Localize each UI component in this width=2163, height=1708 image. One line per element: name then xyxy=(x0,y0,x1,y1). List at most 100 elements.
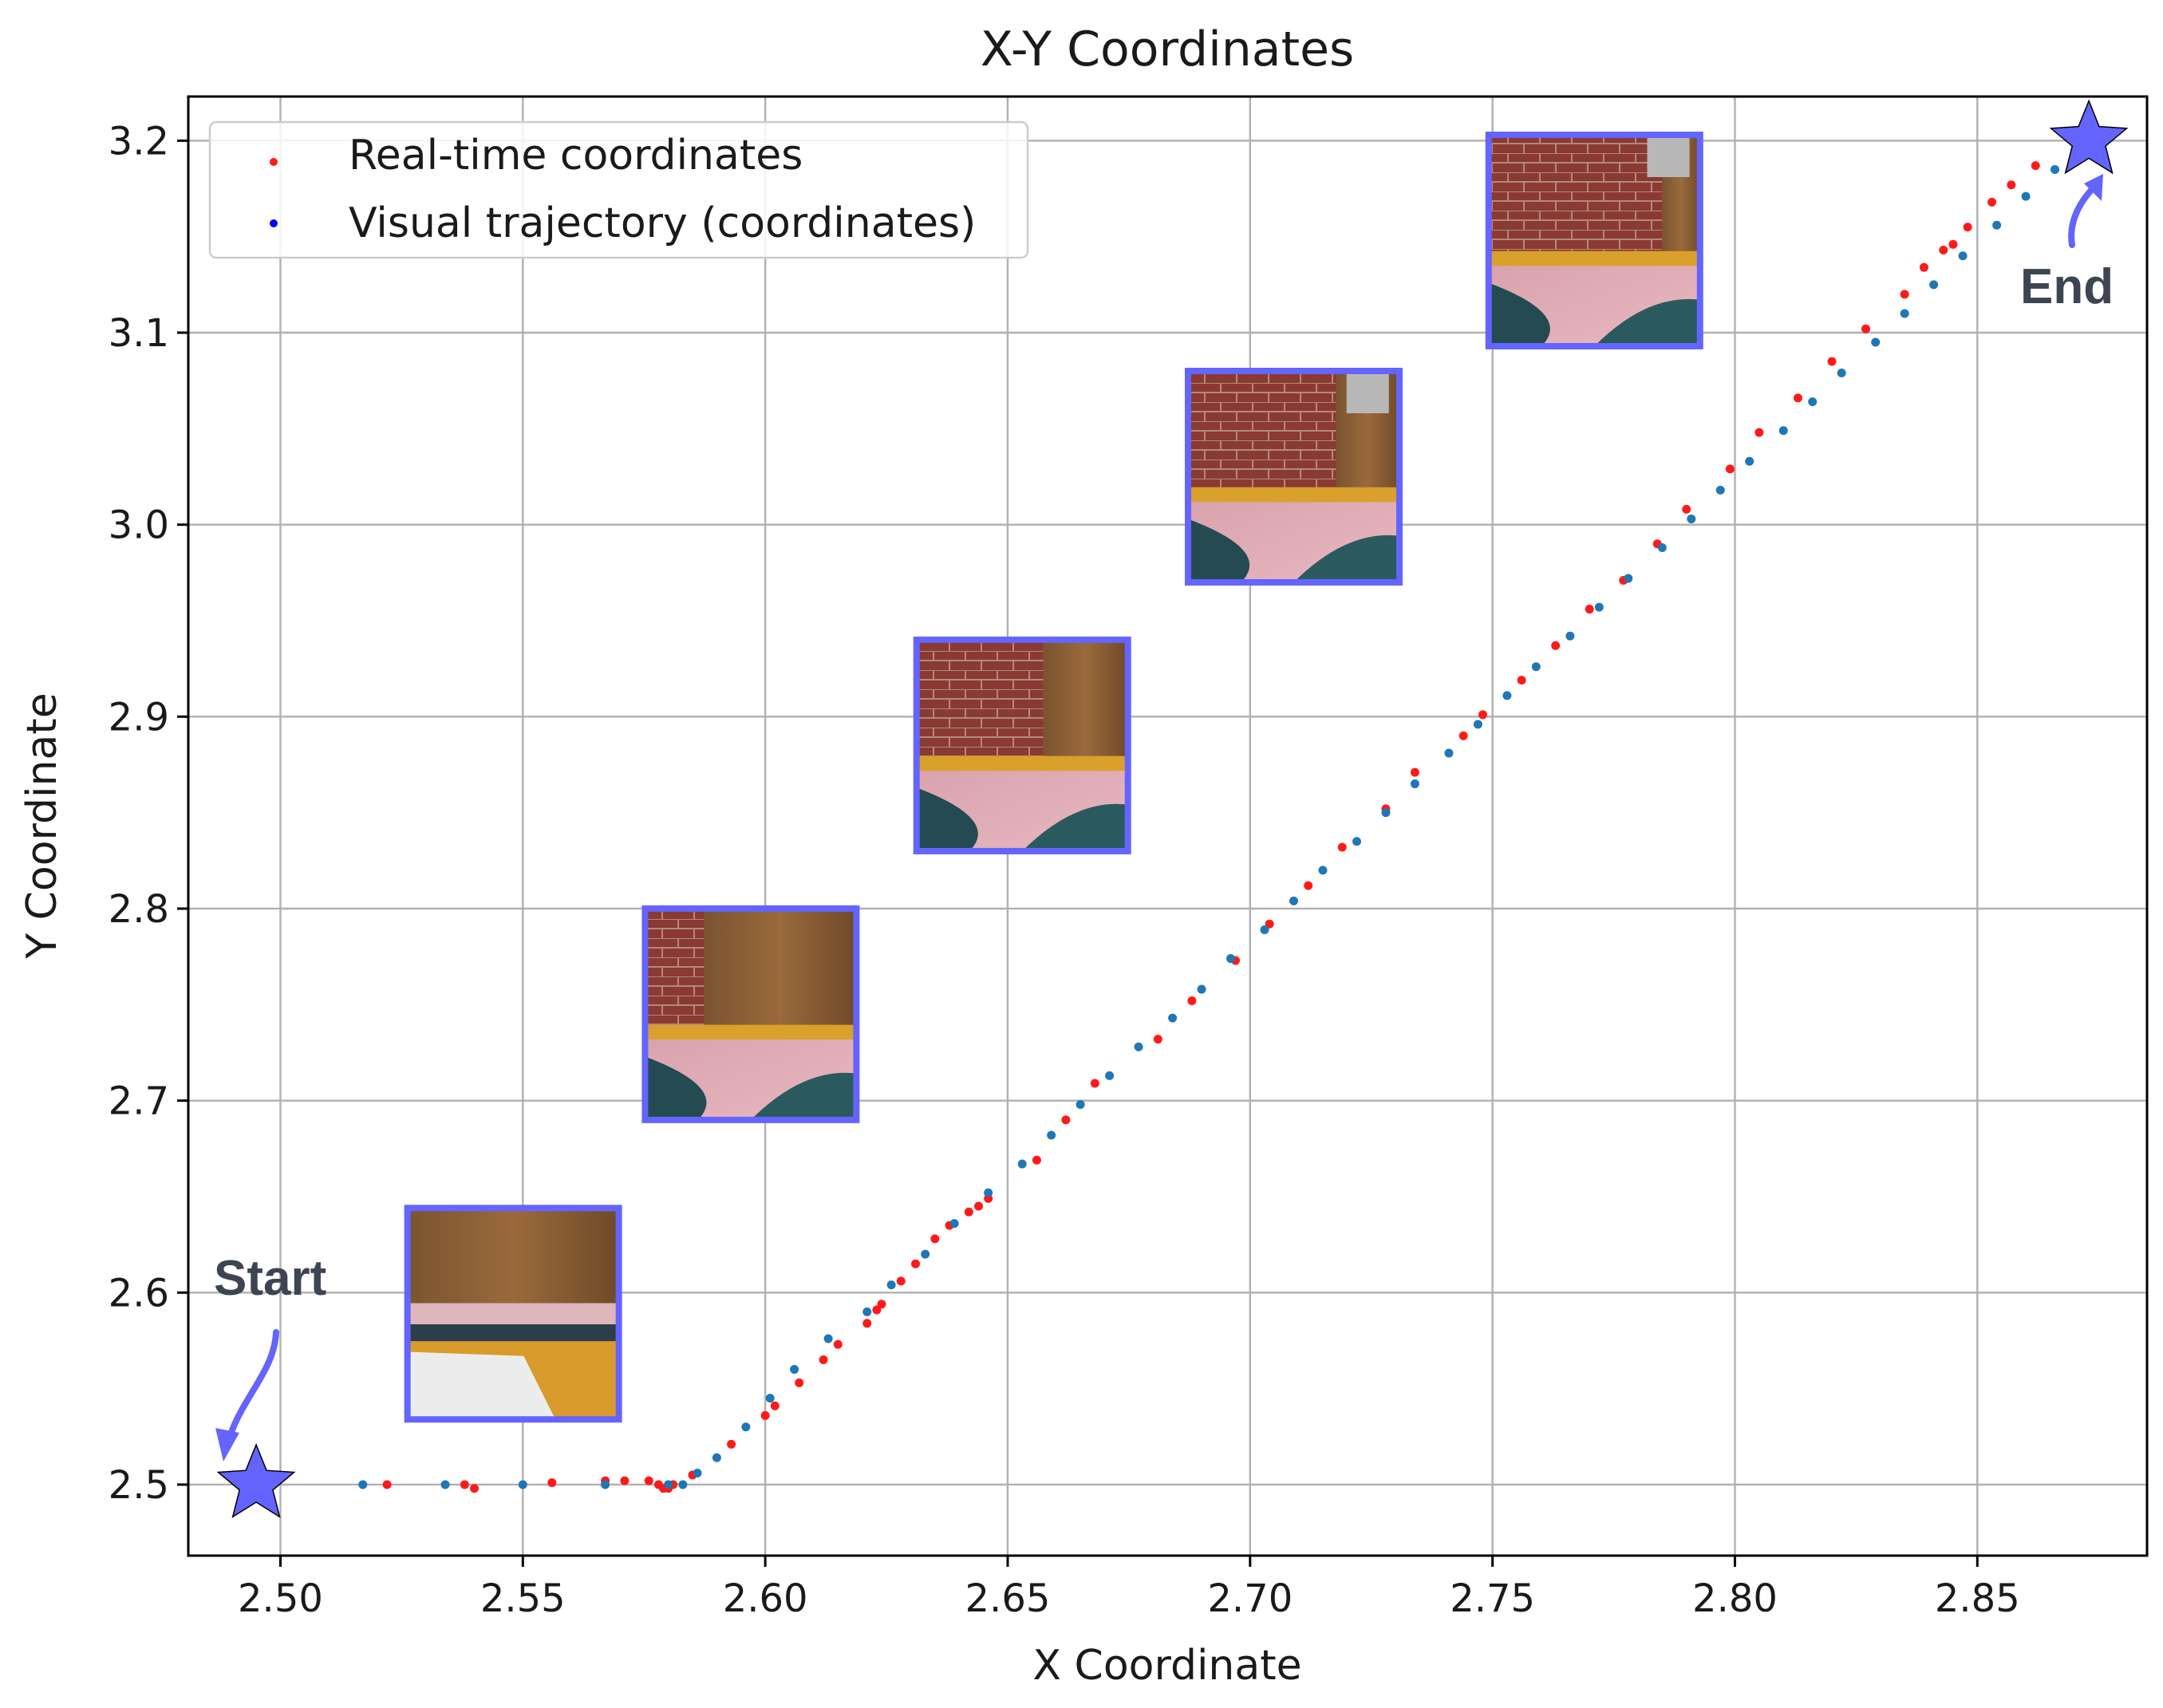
data-point xyxy=(1168,1013,1178,1023)
data-point xyxy=(823,1334,833,1343)
y-tick-label: 3.2 xyxy=(109,119,169,164)
data-point xyxy=(1410,767,1419,777)
data-point xyxy=(1473,720,1482,729)
end-arrowhead-icon xyxy=(2084,174,2103,201)
x-axis-ticks: 2.50 2.55 2.60 2.65 2.70 2.75 2.80 2.85 xyxy=(238,1556,2020,1621)
data-point xyxy=(1551,641,1561,650)
series-real-time xyxy=(382,161,2040,1493)
data-point xyxy=(1948,239,1958,249)
start-end-annotations: Start End xyxy=(214,99,2129,1519)
data-point xyxy=(1594,602,1604,612)
data-point xyxy=(795,1378,804,1387)
x-tick-label: 2.50 xyxy=(238,1576,323,1621)
start-star-icon xyxy=(216,1442,296,1519)
thumbnail-brick-wall-corridor xyxy=(1184,368,1403,586)
data-point xyxy=(1105,1071,1115,1080)
x-tick-label: 2.60 xyxy=(723,1576,808,1621)
data-point xyxy=(886,1280,896,1290)
x-tick-label: 2.75 xyxy=(1450,1576,1535,1621)
data-point xyxy=(1061,1115,1071,1125)
data-point xyxy=(1657,543,1667,553)
y-tick-label: 2.9 xyxy=(109,695,169,740)
data-point xyxy=(1076,1099,1085,1109)
data-point xyxy=(921,1249,930,1259)
y-tick-label: 2.7 xyxy=(109,1079,169,1124)
data-point xyxy=(1304,881,1313,890)
x-tick-label: 2.80 xyxy=(1692,1576,1778,1621)
data-point xyxy=(727,1439,736,1449)
y-tick-label: 2.6 xyxy=(109,1271,169,1316)
data-point xyxy=(1754,428,1764,437)
data-point xyxy=(1197,984,1206,994)
data-point xyxy=(601,1480,610,1489)
data-point xyxy=(664,1480,673,1489)
x-tick-label: 2.55 xyxy=(480,1576,566,1621)
data-point xyxy=(1900,290,1909,299)
data-point xyxy=(1808,397,1818,407)
y-axis-label: Y Coordinate xyxy=(18,692,66,959)
data-point xyxy=(1793,393,1802,403)
start-arrow-icon xyxy=(225,1329,279,1446)
end-arrow-icon xyxy=(2068,184,2097,248)
data-point xyxy=(1352,837,1361,846)
legend-label-visual: Visual trajectory (coordinates) xyxy=(349,199,976,247)
thumbnail-brick-wall-crate-floor xyxy=(913,636,1131,854)
data-point xyxy=(765,1394,775,1403)
data-point xyxy=(1337,842,1347,852)
legend-marker-visual xyxy=(270,219,278,227)
data-point xyxy=(1871,337,1881,347)
data-point xyxy=(1987,197,1997,207)
data-point xyxy=(440,1480,450,1489)
camera-thumbnails xyxy=(404,131,1703,1423)
data-point xyxy=(974,1201,984,1211)
data-point xyxy=(833,1339,843,1349)
data-point xyxy=(1032,1155,1041,1165)
data-point xyxy=(964,1207,973,1217)
data-point xyxy=(460,1480,469,1489)
end-star-icon xyxy=(2049,99,2129,175)
chart-title: X-Y Coordinates xyxy=(981,22,1355,77)
data-point xyxy=(770,1401,780,1410)
end-label: End xyxy=(2020,259,2114,314)
data-point xyxy=(518,1480,527,1489)
data-point xyxy=(678,1480,688,1489)
data-point xyxy=(930,1234,940,1244)
data-point xyxy=(872,1305,882,1315)
data-point xyxy=(1134,1042,1143,1051)
data-point xyxy=(790,1365,799,1375)
data-point xyxy=(1517,676,1526,685)
data-point xyxy=(1715,485,1725,495)
data-point xyxy=(644,1476,653,1485)
y-tick-label: 3.0 xyxy=(109,503,169,548)
data-point xyxy=(1827,357,1837,366)
data-point xyxy=(877,1300,886,1309)
data-point xyxy=(1318,866,1328,875)
thumbnail-brick-wall-far xyxy=(1485,131,1703,349)
data-point xyxy=(1444,748,1454,758)
data-point xyxy=(1381,808,1391,818)
legend-label-real-time: Real-time coordinates xyxy=(349,132,803,179)
y-tick-label: 2.8 xyxy=(109,887,169,932)
legend: Real-time coordinates Visual trajectory … xyxy=(208,120,1029,259)
x-tick-label: 2.70 xyxy=(1207,1576,1293,1621)
data-point xyxy=(1861,324,1871,333)
data-point xyxy=(547,1478,557,1488)
data-point xyxy=(1900,309,1909,318)
data-point xyxy=(1090,1079,1099,1088)
x-tick-label: 2.85 xyxy=(1935,1576,2020,1621)
data-point xyxy=(1410,779,1419,789)
legend-marker-real-time xyxy=(270,158,278,166)
data-point xyxy=(1478,710,1487,720)
data-point xyxy=(1260,925,1269,934)
data-point xyxy=(1919,262,1928,272)
data-point xyxy=(382,1480,392,1489)
start-label: Start xyxy=(214,1251,326,1306)
data-point xyxy=(1187,996,1197,1005)
data-point xyxy=(1565,631,1575,641)
data-point xyxy=(1958,251,1968,261)
plot-frame xyxy=(187,95,2149,1557)
data-point xyxy=(2021,191,2031,201)
data-point xyxy=(1531,662,1541,672)
